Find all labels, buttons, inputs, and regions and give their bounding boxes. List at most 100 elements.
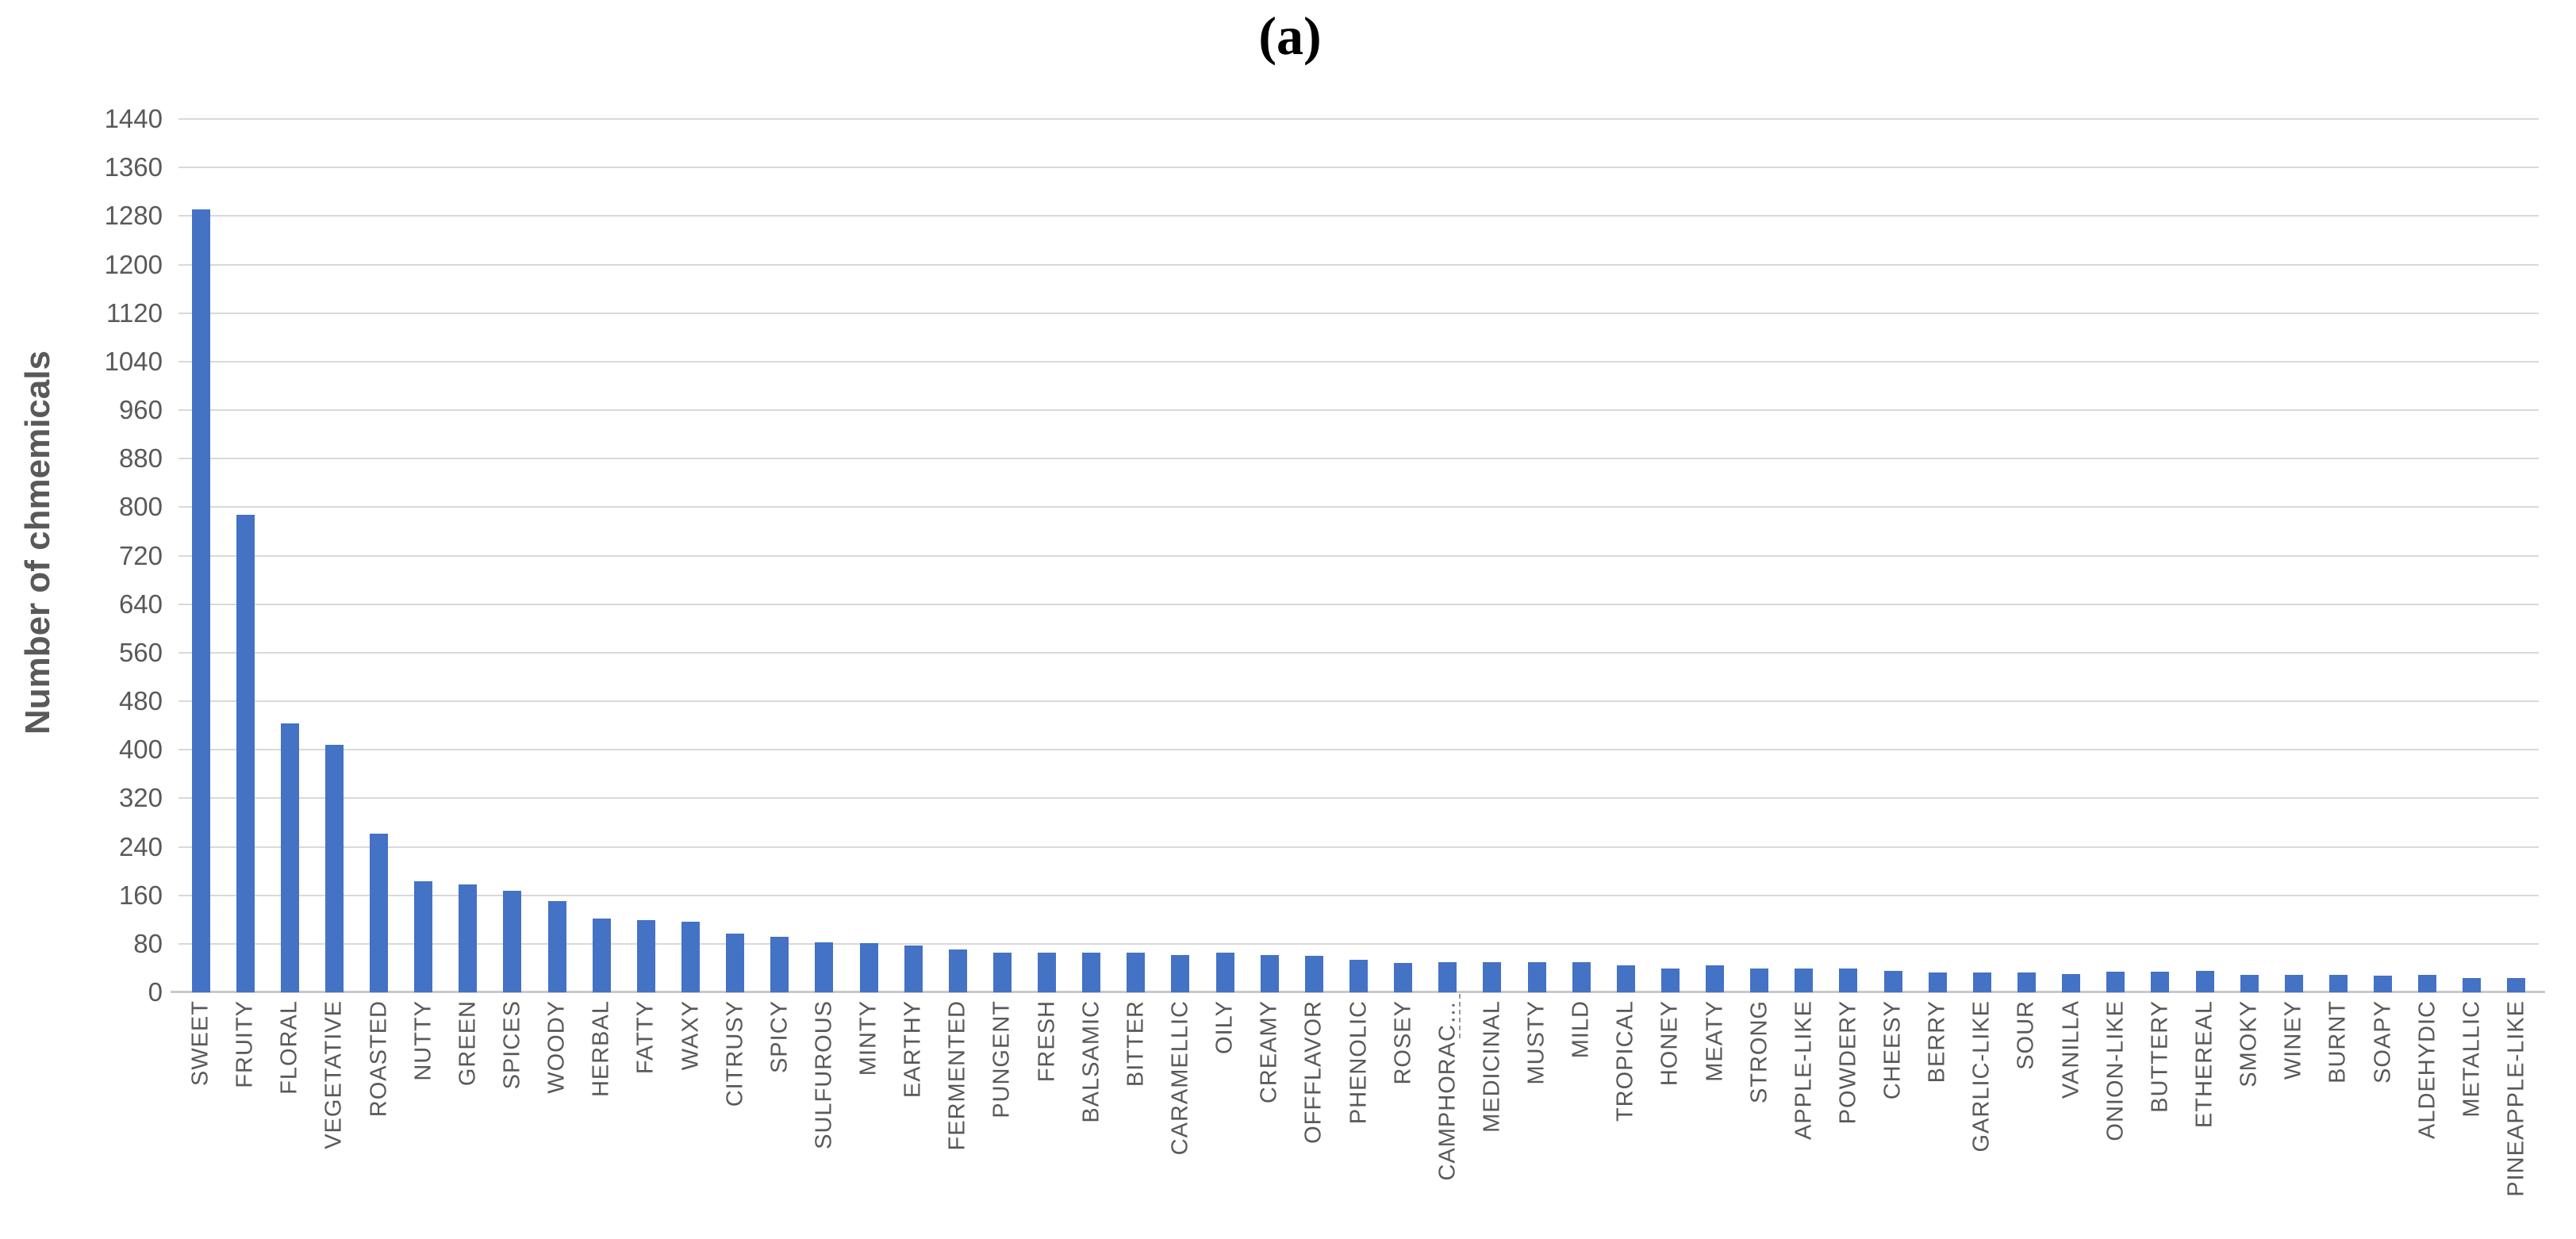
y-tick-label: 880	[118, 443, 163, 474]
x-label-offflavor: OFFFLAVOR	[1300, 1000, 1326, 1144]
x-label-herbal: HERBAL	[588, 1000, 614, 1098]
x-label-floral: FLORAL	[276, 1000, 302, 1095]
gridline	[179, 360, 2539, 362]
gridline	[179, 894, 2539, 896]
bar-nutty	[414, 881, 433, 992]
gridline	[179, 603, 2539, 605]
bar-creamy	[1260, 955, 1279, 992]
y-tick-label: 160	[118, 880, 163, 910]
bar-sweet	[191, 209, 210, 992]
gridline	[179, 118, 2539, 120]
y-tick-label: 960	[118, 395, 163, 425]
bar-woody	[547, 901, 566, 992]
y-tick-label: 1440	[104, 104, 163, 133]
x-label-rosey: ROSEY	[1390, 1000, 1416, 1085]
bar-pineapple-like	[2507, 978, 2526, 992]
y-tick-label: 400	[118, 735, 163, 765]
bar-vegetative	[324, 745, 344, 992]
gridline	[179, 651, 2539, 654]
x-label-musty: MUSTY	[1523, 1000, 1549, 1085]
x-label-apple-like: APPLE-LIKE	[1791, 1000, 1817, 1141]
y-tick-label: 320	[118, 783, 163, 813]
bar-buttery	[2151, 972, 2170, 992]
bar-fermented	[948, 949, 967, 992]
x-label-tropical: TROPICAL	[1612, 1000, 1638, 1122]
bar-herbal	[592, 918, 611, 992]
gridline	[179, 846, 2539, 848]
x-label-nutty: NUTTY	[410, 1000, 436, 1081]
y-tick-label: 1040	[104, 346, 163, 376]
bar-honey	[1660, 969, 1680, 992]
gridline	[179, 215, 2539, 217]
bar-bitter	[1127, 953, 1146, 992]
bar-caramellic	[1171, 955, 1190, 992]
x-label-aldehydic: ALDEHYDIC	[2414, 1000, 2440, 1139]
bar-spicy	[770, 936, 789, 992]
x-label-pineapple-like: PINEAPPLE-LIKE	[2503, 1000, 2529, 1197]
x-label-caramellic: CARAMELLIC	[1167, 1000, 1193, 1156]
x-label-bitter: BITTER	[1123, 1000, 1149, 1087]
label-truncation-artifact	[1458, 994, 1461, 1038]
bar-onion-like	[2106, 972, 2125, 992]
x-label-fatty: FATTY	[632, 1000, 658, 1075]
gridline	[179, 458, 2539, 460]
y-tick-label: 1280	[104, 201, 163, 231]
bar-sulfurous	[815, 942, 834, 992]
x-label-balsamic: BALSAMIC	[1078, 1000, 1104, 1123]
bar-camphorac-	[1438, 961, 1457, 992]
x-label-meaty: MEATY	[1702, 1000, 1728, 1082]
y-tick-label: 1360	[104, 152, 163, 182]
panel-title: (a)	[1258, 6, 1322, 66]
y-tick-label: 0	[148, 977, 163, 1007]
x-label-strong: STRONG	[1746, 1000, 1772, 1104]
y-tick-label: 80	[133, 928, 163, 958]
bar-fruity	[236, 514, 255, 992]
bar-floral	[280, 723, 299, 992]
x-label-fresh: FRESH	[1034, 1000, 1060, 1083]
bar-soapy	[2374, 975, 2393, 992]
bar-rosey	[1394, 962, 1413, 992]
x-label-minty: MINTY	[855, 1000, 881, 1076]
gridline	[179, 167, 2539, 169]
x-label-garlic-like: GARLIC-LIKE	[1968, 1000, 1994, 1153]
bar-minty	[859, 943, 878, 992]
x-label-soapy: SOAPY	[2370, 1000, 2396, 1084]
bar-earthy	[904, 946, 923, 992]
bar-waxy	[681, 921, 701, 992]
bar-pungent	[992, 952, 1012, 992]
x-label-berry: BERRY	[1924, 1000, 1950, 1084]
gridline	[179, 312, 2539, 314]
y-tick-label: 640	[118, 589, 163, 619]
bar-sour	[2017, 972, 2036, 992]
y-tick-label: 480	[118, 686, 163, 716]
gridline	[179, 942, 2539, 945]
x-label-sour: SOUR	[2013, 1000, 2039, 1070]
bar-musty	[1527, 961, 1546, 992]
x-label-citrusy: CITRUSY	[722, 1000, 748, 1107]
x-label-mild: MILD	[1568, 1000, 1594, 1059]
gridline	[179, 749, 2539, 751]
x-label-medicinal: MEDICINAL	[1479, 1000, 1505, 1133]
x-label-winey: WINEY	[2280, 1000, 2306, 1080]
y-tick-label: 560	[118, 637, 163, 667]
bar-smoky	[2240, 974, 2259, 992]
x-label-honey: HONEY	[1657, 1000, 1683, 1087]
x-label-sulfurous: SULFUROUS	[811, 1000, 837, 1149]
bar-vanilla	[2062, 974, 2081, 992]
x-label-green: GREEN	[455, 1000, 481, 1087]
x-axis-category-labels: SWEET FRUITY FLORAL VEGETATIVE ROASTED NUTTY G…	[179, 994, 2539, 1238]
bar-balsamic	[1082, 953, 1101, 992]
x-label-creamy: CREAMY	[1256, 1000, 1282, 1104]
gridline	[179, 554, 2539, 557]
x-label-waxy: WAXY	[678, 1000, 704, 1071]
x-label-burnt: BURNT	[2325, 1000, 2351, 1084]
x-label-spicy: SPICY	[766, 1000, 793, 1074]
bar-strong	[1750, 969, 1769, 992]
x-label-oily: OILY	[1211, 1000, 1238, 1054]
gridline	[179, 700, 2539, 703]
x-label-smoky: SMOKY	[2236, 1000, 2262, 1087]
x-label-spices: SPICES	[499, 1000, 525, 1090]
gridline	[179, 797, 2539, 800]
x-label-sweet: SWEET	[187, 1000, 213, 1087]
bar-winey	[2284, 974, 2303, 992]
